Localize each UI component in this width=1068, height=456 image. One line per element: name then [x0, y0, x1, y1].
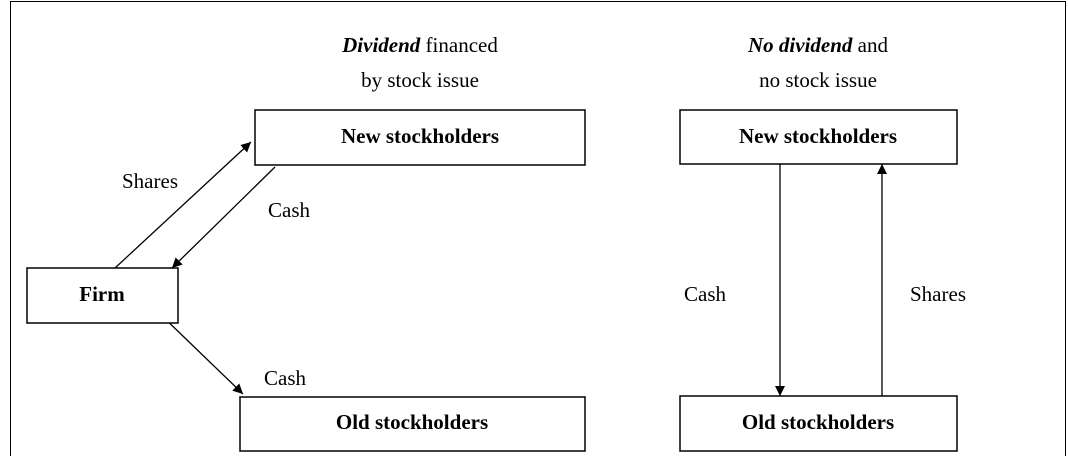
arrow — [114, 141, 252, 269]
left-title: Dividend financed — [341, 33, 498, 57]
node-box — [679, 109, 958, 165]
node-label: Firm — [79, 282, 125, 306]
right-title-line2: no stock issue — [759, 68, 877, 92]
node-label: New stockholders — [739, 124, 897, 148]
edge-label: Shares — [122, 169, 178, 193]
node-box — [679, 395, 958, 452]
node-box — [26, 267, 179, 324]
edge-label: Cash — [268, 198, 311, 222]
node-box — [239, 396, 586, 452]
left-title-line2: by stock issue — [361, 68, 479, 92]
arrow — [171, 166, 276, 269]
node-label: New stockholders — [341, 124, 499, 148]
node-label: Old stockholders — [742, 410, 894, 434]
arrow — [157, 311, 244, 395]
node-box — [254, 109, 586, 166]
frame — [10, 1, 1066, 456]
node-label: Old stockholders — [336, 410, 488, 434]
right-title: No dividend and — [747, 33, 888, 57]
edge-label: Shares — [910, 282, 966, 306]
edge-label: Cash — [684, 282, 727, 306]
edge-label: Cash — [264, 366, 307, 390]
